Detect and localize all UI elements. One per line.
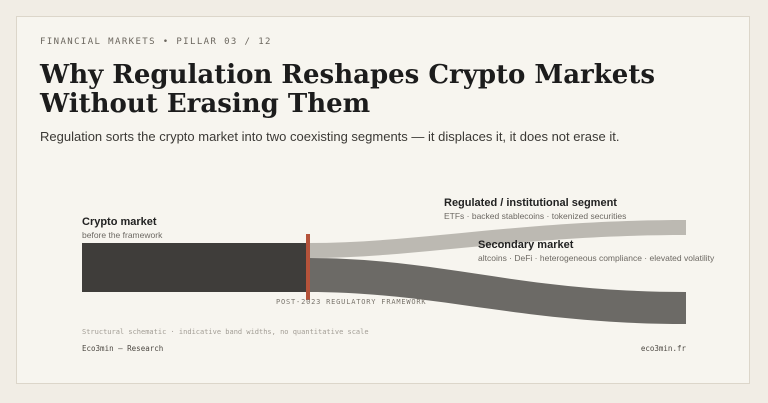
content-card: [16, 16, 750, 384]
flow-label-regulated: Regulated / institutional segment: [444, 197, 617, 209]
footer-url: eco3min.fr: [640, 344, 686, 353]
regulatory-framework-label: POST-2023 REGULATORY FRAMEWORK: [276, 298, 427, 306]
section-eyebrow: FINANCIAL MARKETS • PILLAR 03 / 12: [40, 37, 272, 47]
page-subtitle: Regulation sorts the crypto market into …: [40, 129, 620, 144]
flow-sublabel-secondary: altcoins · DeFi · heterogeneous complian…: [478, 253, 715, 263]
flow-band-secondary: [308, 258, 686, 324]
source-sublabel: before the framework: [82, 230, 163, 240]
flow-band-regulated: [308, 220, 686, 258]
source-label: Crypto market: [82, 216, 157, 228]
regulatory-divider: [306, 234, 310, 300]
flow-sublabel-regulated: ETFs · backed stablecoins · tokenized se…: [444, 211, 627, 221]
source-band: [82, 243, 308, 292]
page-title: Why Regulation Reshapes Crypto Markets W…: [40, 60, 655, 119]
diagram-footnote: Structural schematic · indicative band w…: [82, 328, 369, 336]
flow-label-secondary: Secondary market: [478, 239, 574, 251]
footer-brand: Eco3min — Research: [82, 344, 164, 353]
